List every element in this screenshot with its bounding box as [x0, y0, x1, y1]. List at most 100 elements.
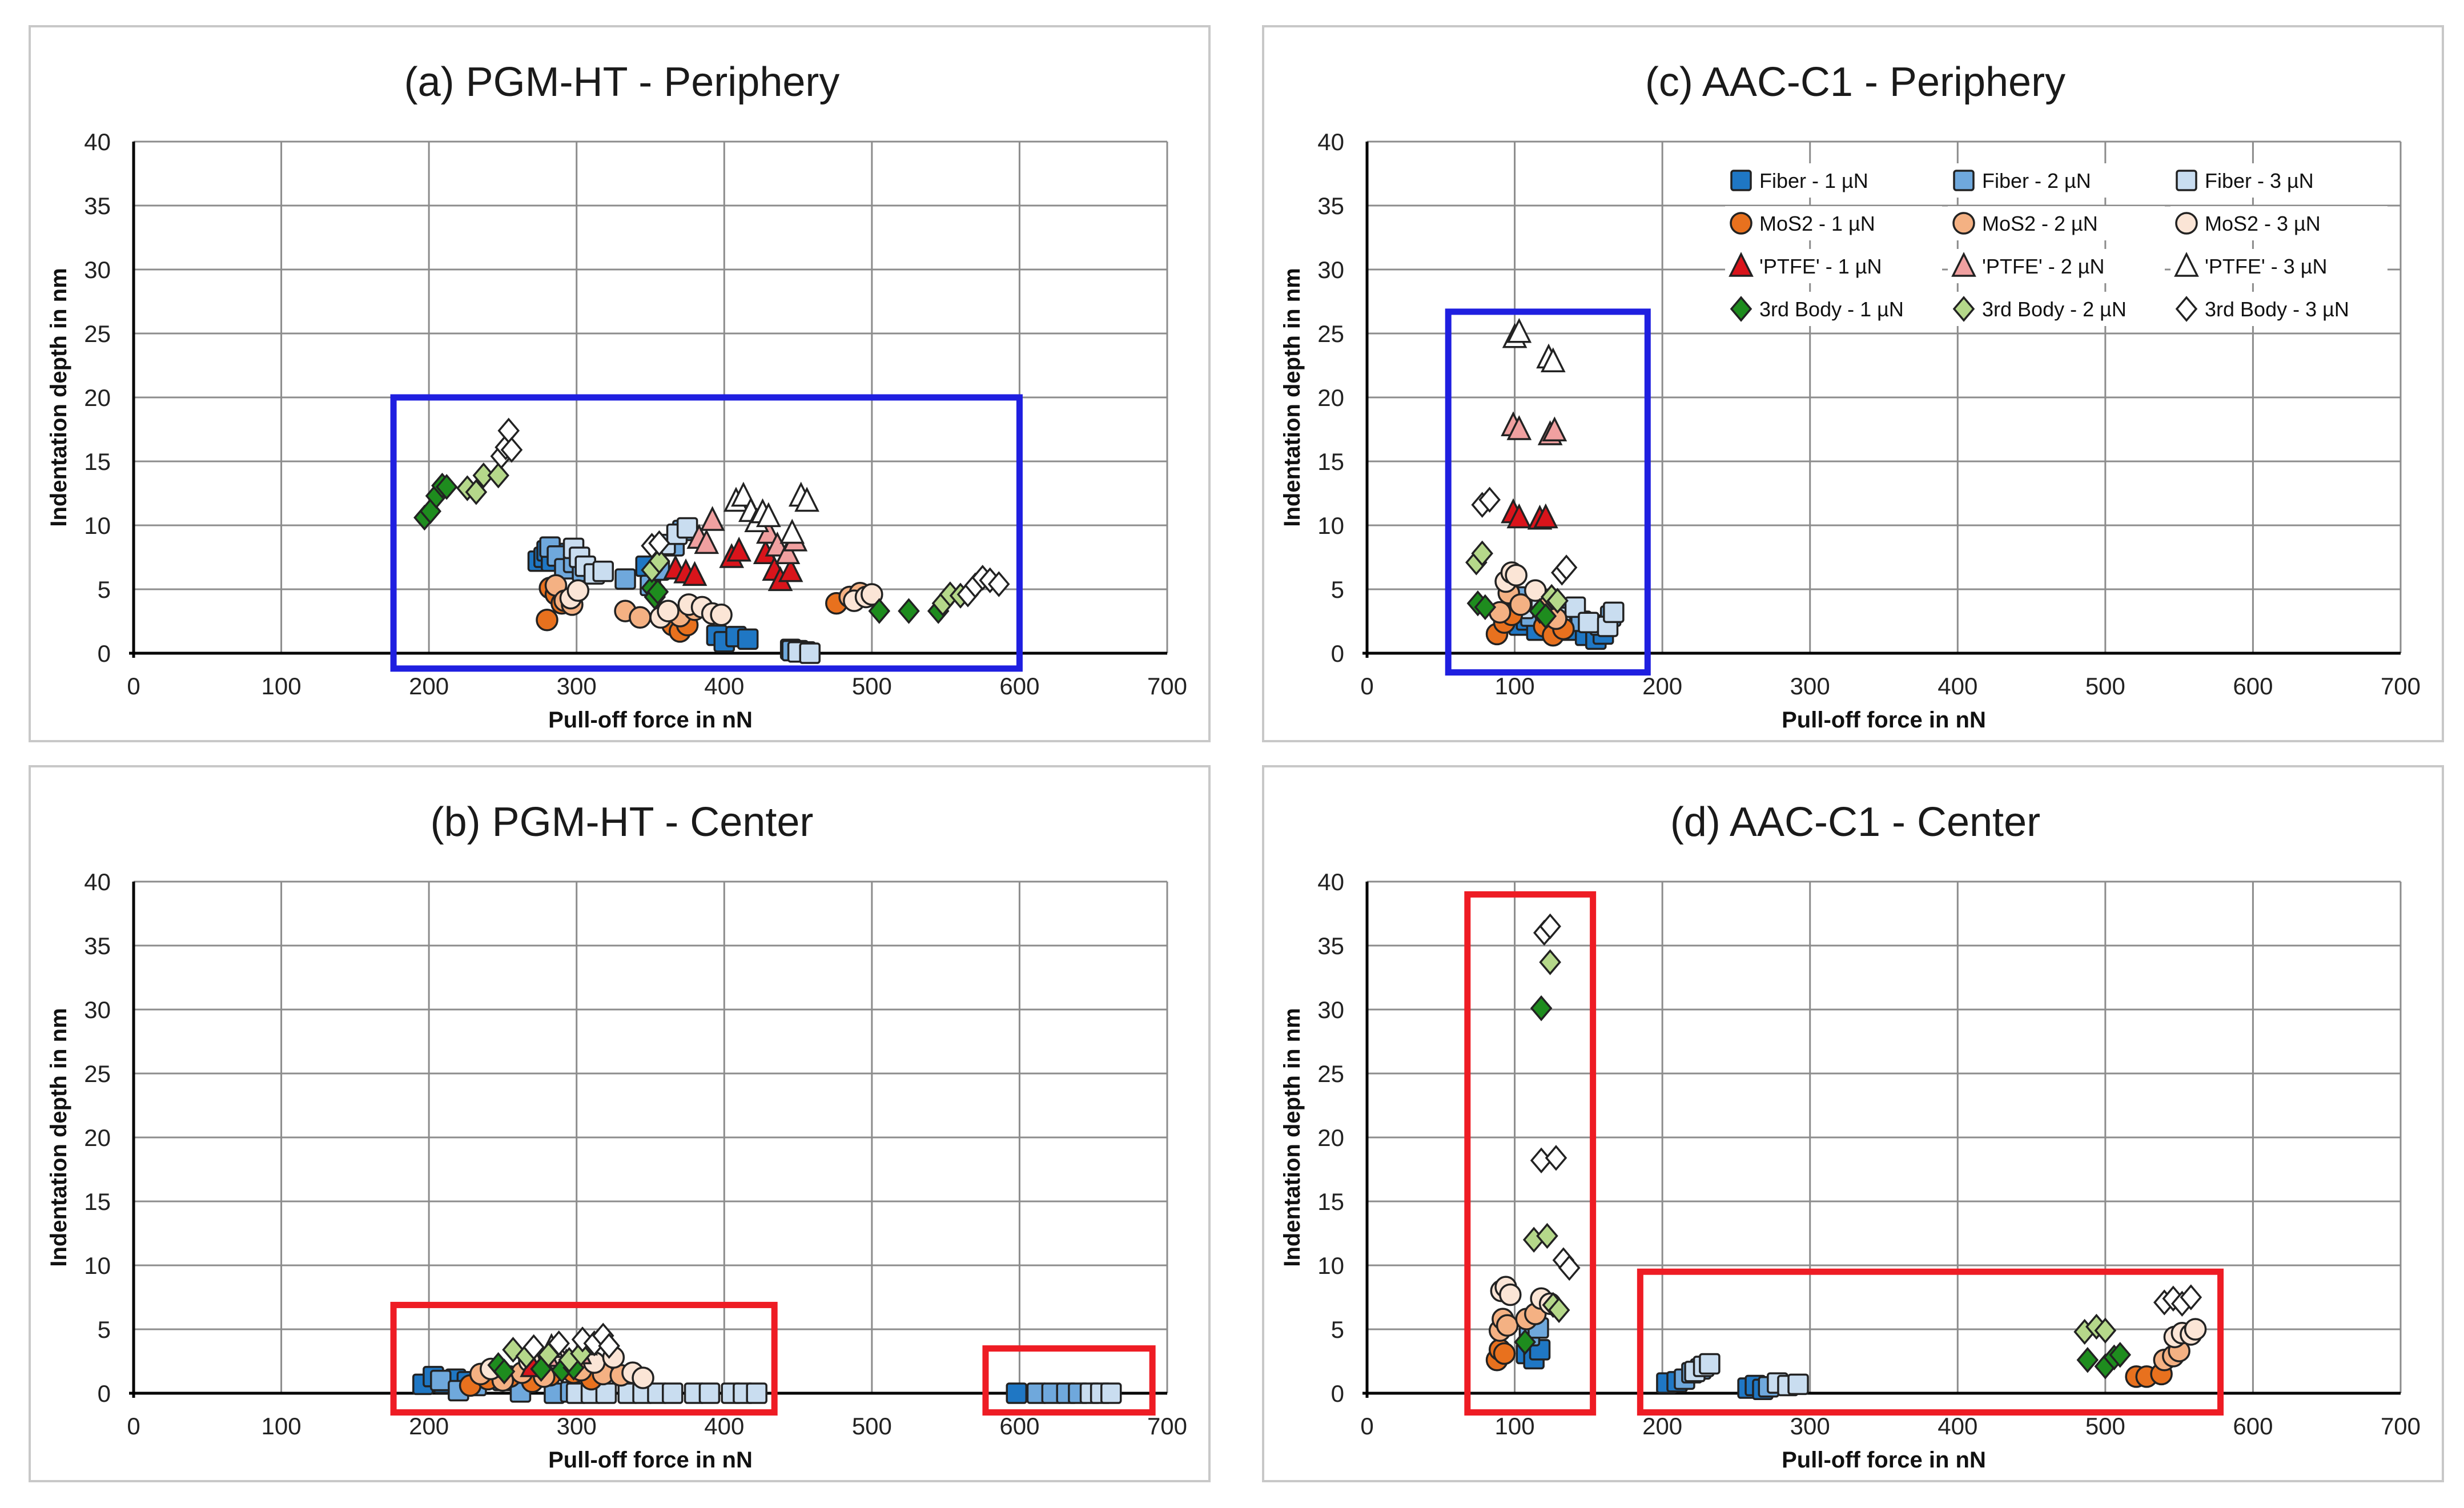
series--ptfe-1-n: [1501, 498, 1558, 530]
legend-label: MoS2 - 3 µN: [2205, 212, 2321, 235]
y-axis-label: Indentation depth in nm: [1280, 268, 1305, 526]
y-tick-label: 0: [1331, 1380, 1344, 1407]
data-point: [632, 1366, 654, 1389]
chart-panel-b: (b) PGM-HT - Center 0 5 10 15 20 25 30 35 40 0 100 2…: [29, 765, 1211, 1482]
series-mos2-3-n: [1494, 561, 1547, 602]
data-point: [548, 1330, 570, 1357]
data-point: [731, 481, 756, 507]
x-tick-label: 100: [1495, 1413, 1535, 1439]
x-axis-label: Pull-off force in nN: [1782, 707, 1986, 733]
data-point: [1555, 554, 1578, 581]
legend-marker: [2174, 252, 2199, 277]
x-axis-label: Pull-off force in nN: [1782, 1447, 1986, 1473]
data-point: [1496, 1314, 1519, 1337]
data-point: [756, 502, 781, 528]
y-tick-label: 10: [1317, 512, 1344, 539]
data-point: [676, 517, 698, 539]
y-tick-label: 40: [1317, 128, 1344, 155]
series--ptfe-1-n: [663, 536, 803, 592]
x-tick-label: 600: [2233, 673, 2273, 699]
legend-marker: [1730, 212, 1752, 235]
x-axis-label: Pull-off force in nN: [548, 1447, 753, 1473]
x-tick-label: 500: [852, 673, 892, 699]
y-tick-label: 40: [1317, 868, 1344, 895]
data-point: [646, 578, 669, 605]
data-point: [1536, 1223, 1558, 1249]
x-tick-label: 0: [1360, 1413, 1373, 1439]
y-tick-label: 35: [1317, 192, 1344, 219]
data-point: [435, 474, 458, 500]
data-point: [500, 437, 523, 463]
y-tick-label: 0: [98, 1380, 111, 1407]
data-point: [522, 1334, 545, 1361]
data-point: [1530, 995, 1553, 1022]
data-point: [2094, 1317, 2117, 1344]
data-point: [726, 536, 751, 562]
series-mos2-3-n: [1490, 1276, 2207, 1349]
data-point: [861, 583, 883, 606]
data-point: [1699, 1353, 1721, 1375]
x-tick-label: 400: [1938, 1413, 1977, 1439]
data-point: [1514, 1329, 1536, 1356]
data-point: [794, 486, 819, 512]
chart-title: (d) AAC-C1 - Center: [1670, 799, 2040, 845]
chart-panel-d: (d) AAC-C1 - Center 0 5 10 15 20 25 30 35 40 0 100 2…: [1262, 765, 2444, 1482]
data-point: [614, 568, 636, 590]
series-mos2-2-n: [1488, 1302, 2190, 1372]
highlight-box: [390, 1301, 778, 1416]
y-axis-label: Indentation depth in nm: [46, 1008, 71, 1266]
y-tick-label: 25: [84, 320, 111, 347]
x-tick-label: 700: [1147, 673, 1187, 699]
data-point: [779, 518, 805, 544]
data-point: [1542, 416, 1567, 441]
y-tick-label: 15: [1317, 448, 1344, 475]
y-tick-label: 40: [84, 868, 111, 895]
data-point: [868, 598, 891, 624]
y-tick-label: 30: [84, 996, 111, 1023]
data-point: [2184, 1318, 2207, 1341]
data-point: [1471, 540, 1493, 566]
data-point: [1506, 317, 1532, 343]
data-point: [1524, 579, 1547, 602]
data-point: [1493, 1342, 1516, 1365]
x-tick-label: 500: [2085, 673, 2125, 699]
y-tick-label: 5: [98, 576, 111, 603]
legend-label: 3rd Body - 1 µN: [1759, 297, 1904, 321]
y-tick-label: 10: [84, 1252, 111, 1279]
data-point: [430, 1369, 452, 1392]
y-tick-label: 40: [84, 128, 111, 155]
series-fiber-3-n: [562, 517, 821, 664]
legend-marker: [2176, 170, 2197, 191]
x-tick-label: 600: [999, 673, 1039, 699]
data-point: [746, 1382, 767, 1404]
legend-label: 'PTFE' - 2 µN: [1982, 255, 2105, 278]
x-tick-label: 200: [409, 673, 449, 699]
y-tick-label: 35: [84, 192, 111, 219]
x-tick-label: 0: [127, 673, 140, 699]
data-point: [1534, 603, 1557, 629]
x-tick-label: 400: [704, 1413, 744, 1439]
legend-label: Fiber - 3 µN: [2205, 169, 2314, 192]
data-point: [1499, 1283, 1522, 1306]
x-tick-label: 200: [409, 1413, 449, 1439]
x-tick-label: 300: [1790, 673, 1830, 699]
highlight-box: [1445, 308, 1651, 676]
series-3rd-body-3-n: [522, 1322, 620, 1361]
y-tick-label: 35: [1317, 932, 1344, 959]
data-point: [1509, 593, 1532, 616]
chart-title: (c) AAC-C1 - Periphery: [1645, 59, 2065, 105]
chart-title: (b) PGM-HT - Center: [431, 799, 814, 845]
legend-label: Fiber - 2 µN: [1982, 169, 2091, 192]
data-point: [1474, 594, 1497, 621]
data-point: [775, 539, 801, 565]
x-tick-label: 100: [262, 673, 302, 699]
data-point: [662, 1382, 684, 1404]
legend: Fiber - 1 µN Fiber - 2 µN Fiber - 3 µN MoS2…: [1725, 163, 2387, 326]
series-3rd-body-1-n: [1466, 590, 1557, 629]
data-point: [1506, 503, 1532, 529]
x-tick-label: 600: [999, 1413, 1039, 1439]
data-point: [536, 609, 558, 632]
y-axis-label: Indentation depth in nm: [1280, 1008, 1305, 1266]
